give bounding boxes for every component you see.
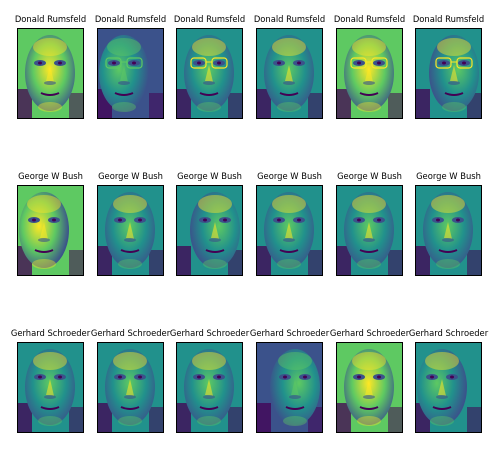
face-image [336, 28, 403, 119]
face-title: George W Bush [395, 170, 495, 182]
face-image [97, 185, 164, 276]
face-image [97, 28, 164, 119]
face-image [17, 185, 84, 276]
face-image [17, 342, 84, 433]
face-image [415, 28, 482, 119]
face-image [176, 185, 243, 276]
face-title: Donald Rumsfeld [395, 13, 495, 25]
face-image [415, 342, 482, 433]
face-image [336, 342, 403, 433]
face-image [176, 342, 243, 433]
face-image [415, 185, 482, 276]
face-image [256, 185, 323, 276]
face-image [256, 28, 323, 119]
face-image [336, 185, 403, 276]
face-title: Gerhard Schroeder [395, 327, 495, 339]
face-image [176, 28, 243, 119]
face-image [97, 342, 164, 433]
face-image [17, 28, 84, 119]
face-image [256, 342, 323, 433]
